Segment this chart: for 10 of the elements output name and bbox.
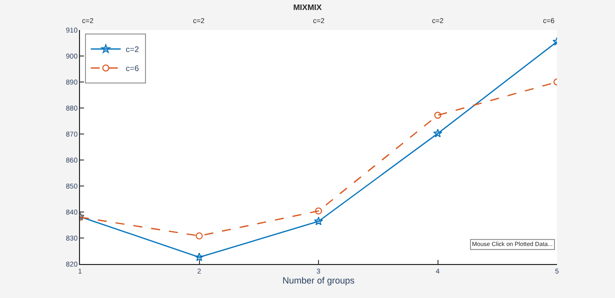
point [433,128,442,138]
chart-title: MIXMIX [293,3,322,12]
legend-label: c=2 [126,45,140,54]
x-axis-title: Number of groups [282,275,356,286]
point [194,252,204,262]
point [315,207,322,214]
point [314,216,323,226]
legend-label: c=6 [126,64,140,74]
point [196,232,203,240]
point [434,112,442,119]
